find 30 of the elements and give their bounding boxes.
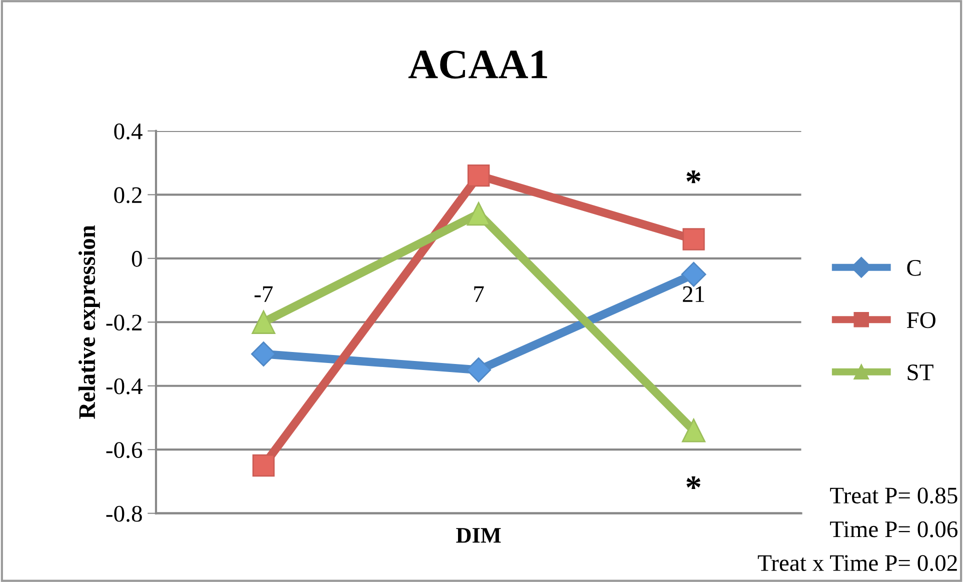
text: Treat x Time P= 0.02	[758, 555, 957, 572]
point	[682, 228, 705, 250]
chart-title: ACAA1	[408, 50, 548, 79]
point	[466, 357, 492, 382]
y-axis-title: Relative expression	[78, 225, 100, 419]
point	[681, 262, 706, 287]
point	[251, 342, 276, 366]
point	[468, 164, 490, 187]
annotation: *	[686, 476, 700, 489]
x-tick-label: -7	[254, 286, 273, 302]
y-tick-label: 0	[132, 250, 142, 267]
x-tick-label: 21	[682, 286, 704, 302]
y-tick-label: 0.4	[114, 123, 142, 140]
legend-label: FO	[906, 312, 936, 328]
y-tick-label: 0.2	[114, 187, 142, 204]
legend-label: C	[907, 260, 921, 276]
x-tick-label: 7	[474, 286, 484, 302]
y-tick-label: -0.2	[106, 314, 142, 331]
point	[252, 310, 276, 334]
x-axis-title: DIM	[456, 528, 501, 543]
point	[682, 418, 706, 442]
y-tick-label: -0.6	[106, 442, 142, 458]
text: Treat P= 0.85	[830, 488, 958, 504]
legend-label: ST	[908, 364, 934, 380]
text: Time P= 0.06	[830, 521, 958, 538]
point	[252, 454, 275, 477]
point	[466, 202, 490, 226]
y-tick-label: -0.4	[106, 378, 142, 394]
y-tick-label: -0.8	[106, 506, 142, 522]
annotation: *	[686, 170, 700, 184]
